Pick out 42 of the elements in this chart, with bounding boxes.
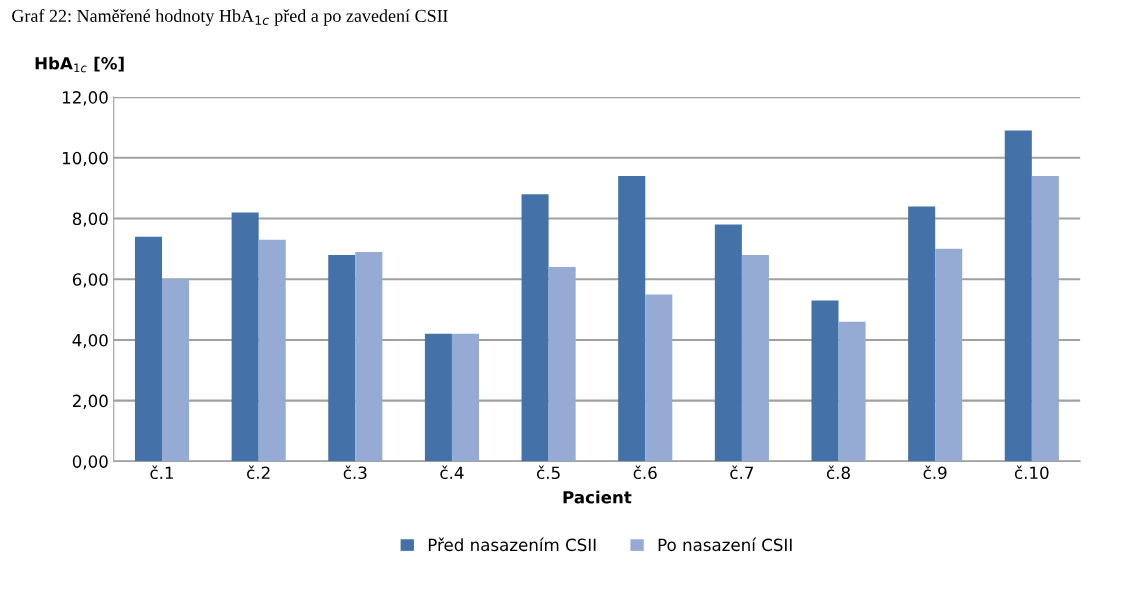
bar (1031, 176, 1059, 462)
y-tick-label: 2,00 (72, 394, 108, 409)
x-tick-label: č.6 (633, 465, 657, 480)
x-tick-label: č.9 (923, 465, 947, 480)
bar (935, 248, 963, 462)
bar (714, 224, 742, 462)
y-tick-label: 12,00 (62, 91, 108, 106)
y-tick-label: 6,00 (72, 273, 108, 288)
bar (741, 254, 769, 462)
bar (134, 236, 163, 462)
x-tick-label: č.3 (343, 465, 367, 480)
bar (451, 333, 480, 462)
x-tick-label: č.10 (1014, 465, 1049, 480)
y-tick-label: 8,00 (72, 212, 108, 227)
x-tick-label: č.1 (150, 465, 174, 480)
x-tick-label: č.7 (730, 465, 753, 480)
x-tick-label: č.4 (440, 465, 464, 480)
bar (548, 267, 576, 462)
y-tick-label: 10,00 (62, 151, 108, 167)
x-tick-label: č.5 (536, 465, 560, 480)
legend-label: Před nasazením CSII (428, 537, 596, 552)
bar (231, 212, 259, 462)
x-tick-label: č.8 (826, 465, 850, 480)
bar (908, 206, 936, 462)
bar (258, 239, 286, 462)
bar (811, 300, 839, 462)
y-tick-label: 4,00 (72, 333, 108, 349)
y-tick-label: 0,00 (72, 455, 108, 470)
x-tick-label: č.2 (247, 465, 270, 480)
bar (838, 321, 866, 462)
bar (645, 294, 673, 462)
bar (328, 254, 356, 462)
y-axis-title: HbA$_{1c}$ [%] (35, 56, 124, 73)
legend-label: Po nasazení CSII (658, 537, 792, 552)
chart-title: Graf 22: Naměřené hodnoty HbA$_{1c}$ před a po zavedení CSII (12, 9, 448, 26)
bar (162, 279, 190, 462)
bar (355, 251, 383, 462)
x-axis-title: Pacient (563, 490, 632, 504)
bar (424, 333, 452, 462)
bar (1004, 130, 1032, 462)
bar (521, 194, 549, 462)
bar (618, 176, 646, 462)
